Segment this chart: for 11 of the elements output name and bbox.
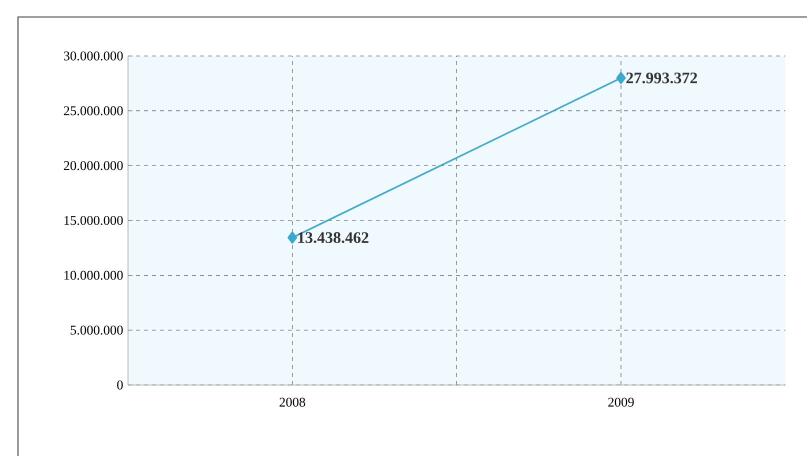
y-tick-label: 10.000.000 bbox=[64, 270, 123, 280]
y-tick-label: 15.000.000 bbox=[64, 216, 123, 226]
y-tick-label: 0 bbox=[117, 380, 123, 390]
y-tick-label: 30.000.000 bbox=[64, 51, 123, 61]
y-tick-label: 5.000.000 bbox=[70, 326, 123, 335]
y-tick-label: 25.000.000 bbox=[64, 106, 123, 116]
data-label: 13.438.462 bbox=[298, 232, 368, 244]
data-label: 27.993.372 bbox=[626, 72, 698, 84]
x-tick-label: 2008 bbox=[280, 398, 306, 407]
x-tick-label: 2009 bbox=[608, 398, 634, 407]
y-tick-label: 20.000.000 bbox=[64, 161, 123, 170]
